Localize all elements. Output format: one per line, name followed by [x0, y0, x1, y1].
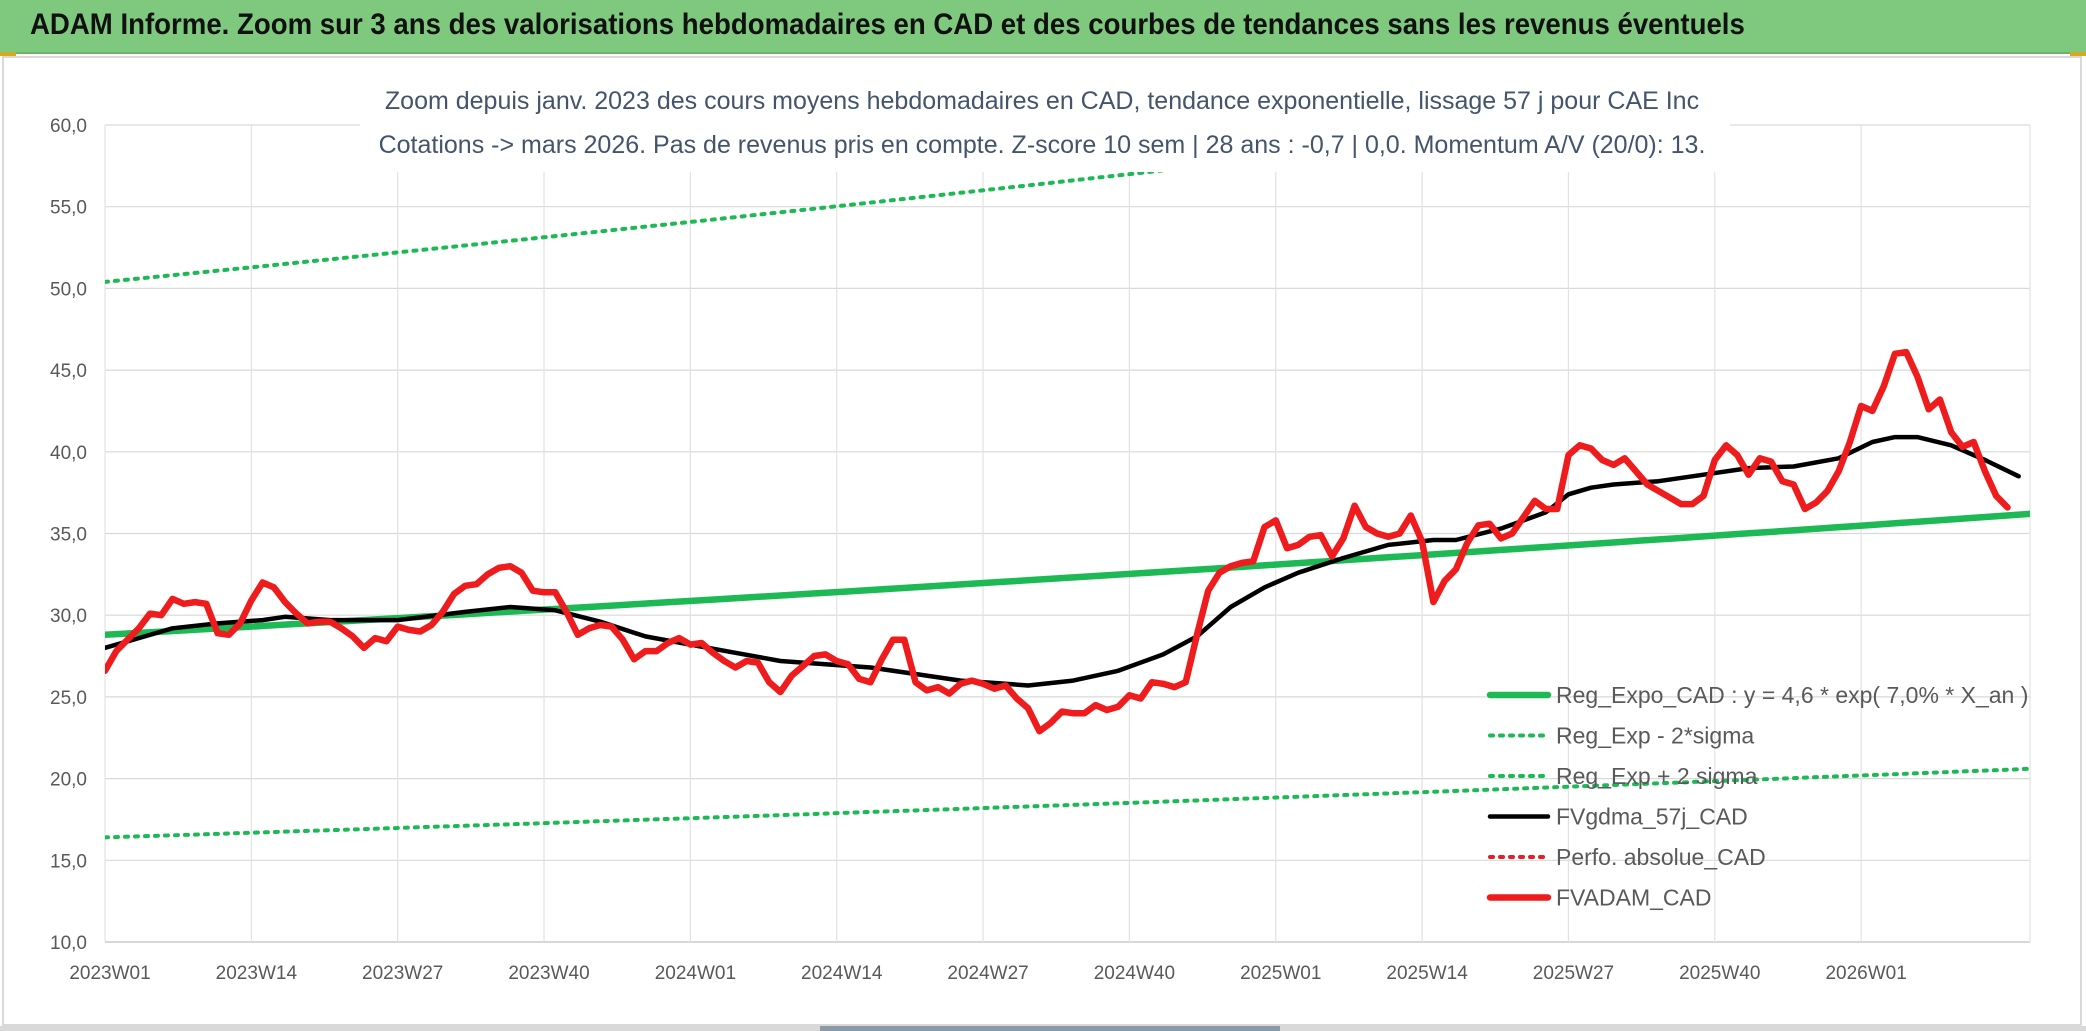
x-tick-label: 2024W27: [947, 963, 1028, 984]
legend-label: FVADAM_CAD: [1556, 885, 1712, 911]
x-tick-label: 2023W40: [508, 963, 589, 984]
legend: Reg_Expo_CAD : y = 4,6 * exp( 7,0% * X_a…: [1486, 682, 2028, 911]
series-line-0: [105, 510, 2030, 639]
banner-corner-right: [2070, 52, 2086, 56]
bottom-border-accent: [820, 1026, 1280, 1031]
y-tick-label: 45,0: [50, 361, 87, 382]
x-tick-label: 2025W01: [1240, 963, 1321, 984]
plot-frame: [2, 56, 2082, 1026]
series-line-5: [105, 348, 2011, 735]
y-gridlines: [105, 124, 2030, 943]
x-tick-label: 2025W14: [1386, 963, 1468, 984]
y-tick-label: 15,0: [50, 851, 87, 872]
x-tick-label: 2025W40: [1679, 963, 1760, 984]
legend-label: Reg_Exp + 2 sigma: [1556, 763, 1758, 789]
y-tick-label: 55,0: [50, 198, 87, 219]
y-tick-label: 60,0: [50, 116, 87, 137]
title-backdrop: [360, 82, 1730, 172]
x-gridlines: [104, 125, 2031, 942]
legend-label: Perfo. absolue_CAD: [1556, 844, 1766, 870]
x-axis-ticks: 2023W01 2023W14 2023W27 2023W40 2024W01 2024W…: [69, 963, 1906, 984]
y-tick-label: 40,0: [50, 443, 87, 464]
y-tick-label: 20,0: [50, 770, 87, 791]
x-tick-label: 2026W01: [1825, 963, 1906, 984]
y-tick-label: 10,0: [50, 933, 87, 954]
legend-label: FVgdma_57j_CAD: [1556, 804, 1748, 830]
x-tick-label: 2023W14: [216, 963, 298, 984]
y-tick-label: 30,0: [50, 606, 87, 627]
chart-title-line1: Zoom depuis janv. 2023 des cours moyens …: [385, 87, 1699, 115]
legend-label: Reg_Expo_CAD : y = 4,6 * exp( 7,0% * X_a…: [1556, 682, 2028, 708]
x-tick-label: 2023W01: [69, 963, 150, 984]
legend-label: Reg_Exp - 2*sigma: [1556, 723, 1754, 749]
y-tick-label: 25,0: [50, 688, 87, 709]
series-line-3: [105, 434, 2021, 688]
x-tick-label: 2024W14: [801, 963, 883, 984]
y-tick-label: 50,0: [50, 279, 87, 300]
header-banner: ADAM Informe. Zoom sur 3 ans des valoris…: [0, 0, 2086, 54]
banner-corner-left: [0, 52, 16, 56]
x-tick-label: 2024W40: [1094, 963, 1175, 984]
y-axis-ticks: 10,0 15,0 20,0 25,0 30,0 35,0 40,0 45,0 50,0 55,0…: [50, 116, 87, 954]
report-title: ADAM Informe. Zoom sur 3 ans des valoris…: [30, 8, 1745, 41]
series-line-1: [105, 766, 2030, 840]
y-tick-label: 35,0: [50, 525, 87, 546]
x-tick-label: 2024W01: [655, 963, 736, 984]
x-tick-label: 2025W27: [1533, 963, 1614, 984]
chart-title-line2: Cotations -> mars 2026. Pas de revenus p…: [379, 131, 1706, 159]
series-line-2: [105, 125, 1575, 284]
series-lines: [105, 125, 2030, 840]
x-tick-label: 2023W27: [362, 963, 443, 984]
